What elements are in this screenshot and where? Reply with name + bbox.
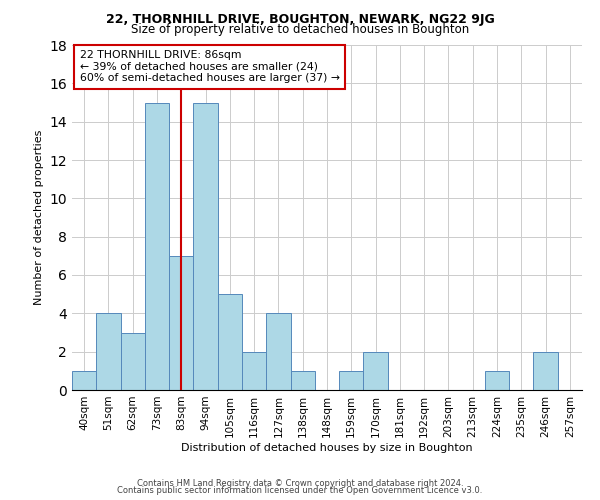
- X-axis label: Distribution of detached houses by size in Boughton: Distribution of detached houses by size …: [181, 442, 473, 452]
- Text: Contains HM Land Registry data © Crown copyright and database right 2024.: Contains HM Land Registry data © Crown c…: [137, 478, 463, 488]
- Bar: [339, 371, 364, 390]
- Bar: [96, 314, 121, 390]
- Bar: [533, 352, 558, 390]
- Text: 22, THORNHILL DRIVE, BOUGHTON, NEWARK, NG22 9JG: 22, THORNHILL DRIVE, BOUGHTON, NEWARK, N…: [106, 12, 494, 26]
- Text: 22 THORNHILL DRIVE: 86sqm
← 39% of detached houses are smaller (24)
60% of semi-: 22 THORNHILL DRIVE: 86sqm ← 39% of detac…: [80, 50, 340, 84]
- Bar: [290, 371, 315, 390]
- Bar: [193, 102, 218, 390]
- Bar: [364, 352, 388, 390]
- Bar: [218, 294, 242, 390]
- Bar: [266, 314, 290, 390]
- Bar: [169, 256, 193, 390]
- Bar: [145, 102, 169, 390]
- Bar: [242, 352, 266, 390]
- Text: Size of property relative to detached houses in Boughton: Size of property relative to detached ho…: [131, 22, 469, 36]
- Bar: [72, 371, 96, 390]
- Bar: [121, 332, 145, 390]
- Bar: [485, 371, 509, 390]
- Text: Contains public sector information licensed under the Open Government Licence v3: Contains public sector information licen…: [118, 486, 482, 495]
- Y-axis label: Number of detached properties: Number of detached properties: [34, 130, 44, 305]
